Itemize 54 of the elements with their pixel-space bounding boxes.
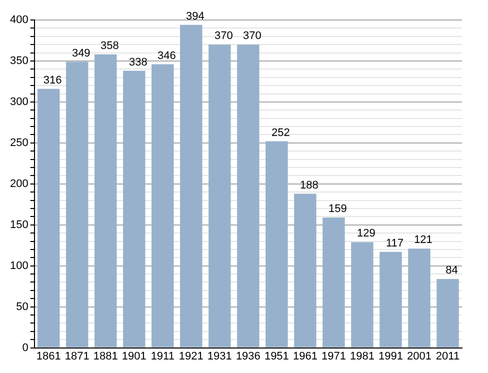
y-tick-label: 400 — [10, 14, 28, 26]
data-label: 84 — [446, 264, 458, 276]
y-tick-label: 150 — [10, 218, 28, 231]
bar — [123, 70, 146, 348]
bar — [294, 194, 316, 348]
x-tick-label: 2011 — [436, 350, 460, 362]
data-label: 349 — [72, 47, 90, 60]
x-tick-label: 1971 — [321, 350, 346, 362]
bar — [208, 44, 231, 348]
data-label: 316 — [43, 74, 62, 86]
x-tick-label: 1921 — [178, 350, 204, 362]
x-tick-label: 1901 — [122, 350, 146, 362]
bar — [94, 54, 117, 348]
x-tick-label: 1981 — [350, 350, 374, 362]
bar — [152, 64, 174, 348]
x-tick-label: 1961 — [292, 350, 318, 362]
data-label: 370 — [242, 30, 262, 42]
bar — [180, 24, 202, 348]
x-tick-label: 1911 — [150, 350, 174, 362]
x-tick-label: 1951 — [264, 350, 289, 362]
bar — [408, 248, 430, 348]
data-label: 129 — [357, 228, 376, 240]
bar — [380, 252, 402, 348]
bar — [266, 141, 288, 348]
y-tick-label: 200 — [10, 178, 28, 190]
x-tick-label: 1936 — [236, 350, 260, 362]
bar — [37, 88, 60, 348]
x-tick-label: 2001 — [406, 350, 432, 362]
y-tick-label: 0 — [22, 342, 28, 354]
y-tick-label: 250 — [10, 136, 28, 149]
data-label: 117 — [386, 237, 404, 250]
data-label: 121 — [414, 234, 432, 246]
bar — [322, 218, 345, 348]
data-label: 252 — [272, 126, 290, 139]
x-tick-label: 1881 — [93, 350, 118, 362]
y-tick-label: 300 — [10, 96, 28, 108]
bar — [351, 242, 374, 348]
x-tick-label: 1861 — [36, 350, 61, 362]
data-label: 338 — [128, 56, 148, 68]
x-tick-label: 1991 — [378, 350, 403, 362]
x-tick-label: 1871 — [64, 350, 90, 362]
x-tick-label: 1931 — [207, 350, 232, 362]
y-tick-label: 50 — [16, 300, 28, 313]
data-label: 358 — [100, 40, 119, 52]
data-label: 370 — [214, 30, 233, 42]
bar — [436, 278, 459, 348]
data-label: 159 — [328, 203, 347, 216]
data-label: 188 — [300, 179, 318, 192]
bar — [237, 44, 260, 348]
data-label: 346 — [157, 50, 176, 62]
y-tick-label: 350 — [10, 55, 28, 68]
data-label: 394 — [186, 10, 204, 22]
y-tick-label: 100 — [10, 260, 28, 272]
bar — [66, 62, 88, 348]
